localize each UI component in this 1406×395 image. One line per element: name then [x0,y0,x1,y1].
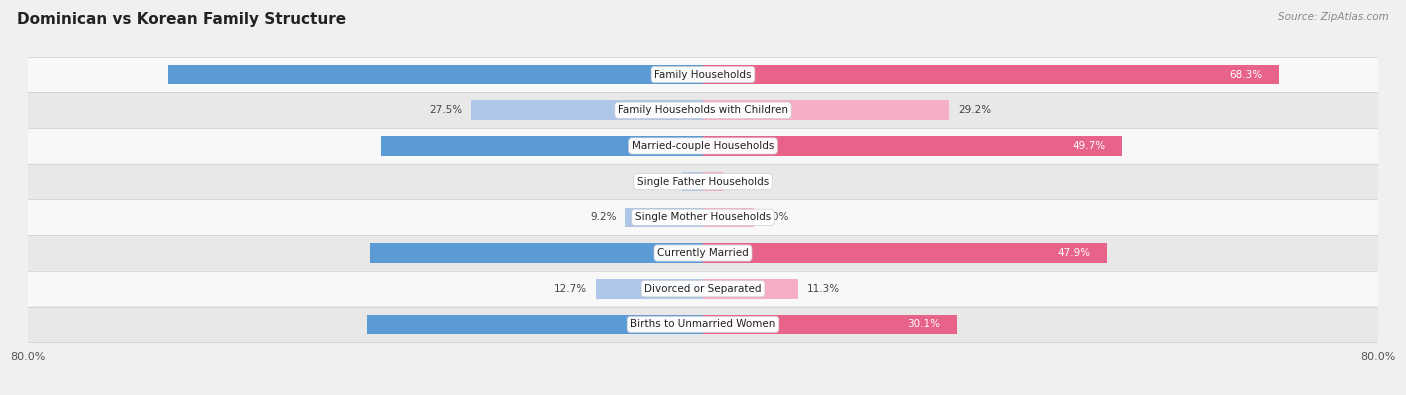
Text: 2.4%: 2.4% [731,177,758,186]
Text: Births to Unmarried Women: Births to Unmarried Women [630,320,776,329]
Bar [626,207,703,227]
Bar [367,314,703,334]
Text: Single Father Households: Single Father Households [637,177,769,186]
Text: 12.7%: 12.7% [554,284,588,294]
FancyBboxPatch shape [28,199,1378,235]
Text: 68.3%: 68.3% [1229,70,1263,79]
Bar [703,314,957,334]
FancyBboxPatch shape [28,307,1378,342]
Text: 38.2%: 38.2% [686,141,720,151]
FancyBboxPatch shape [28,57,1378,92]
Bar [703,65,1279,85]
Bar [703,243,1107,263]
Text: 29.2%: 29.2% [957,105,991,115]
Bar [703,172,723,192]
FancyBboxPatch shape [28,271,1378,307]
Text: Source: ZipAtlas.com: Source: ZipAtlas.com [1278,12,1389,22]
Text: 2.5%: 2.5% [647,177,673,186]
Bar [682,172,703,192]
Text: 11.3%: 11.3% [807,284,839,294]
Bar [381,136,703,156]
Text: 39.5%: 39.5% [686,248,720,258]
Text: 30.1%: 30.1% [907,320,941,329]
FancyBboxPatch shape [28,128,1378,164]
Bar [596,279,703,299]
Text: 6.0%: 6.0% [762,213,789,222]
Text: Married-couple Households: Married-couple Households [631,141,775,151]
Bar [703,100,949,120]
FancyBboxPatch shape [28,235,1378,271]
Text: 39.8%: 39.8% [686,320,720,329]
Text: Family Households with Children: Family Households with Children [619,105,787,115]
Text: 63.4%: 63.4% [686,70,720,79]
Text: 27.5%: 27.5% [429,105,463,115]
Bar [703,207,754,227]
Bar [169,65,703,85]
Text: Divorced or Separated: Divorced or Separated [644,284,762,294]
Text: Currently Married: Currently Married [657,248,749,258]
Text: Single Mother Households: Single Mother Households [636,213,770,222]
Bar [370,243,703,263]
Text: Dominican vs Korean Family Structure: Dominican vs Korean Family Structure [17,12,346,27]
Text: 9.2%: 9.2% [591,213,617,222]
Bar [471,100,703,120]
Bar [703,136,1122,156]
Text: 47.9%: 47.9% [1057,248,1090,258]
FancyBboxPatch shape [28,164,1378,199]
Bar [703,279,799,299]
FancyBboxPatch shape [28,92,1378,128]
Text: Family Households: Family Households [654,70,752,79]
Text: 49.7%: 49.7% [1073,141,1105,151]
